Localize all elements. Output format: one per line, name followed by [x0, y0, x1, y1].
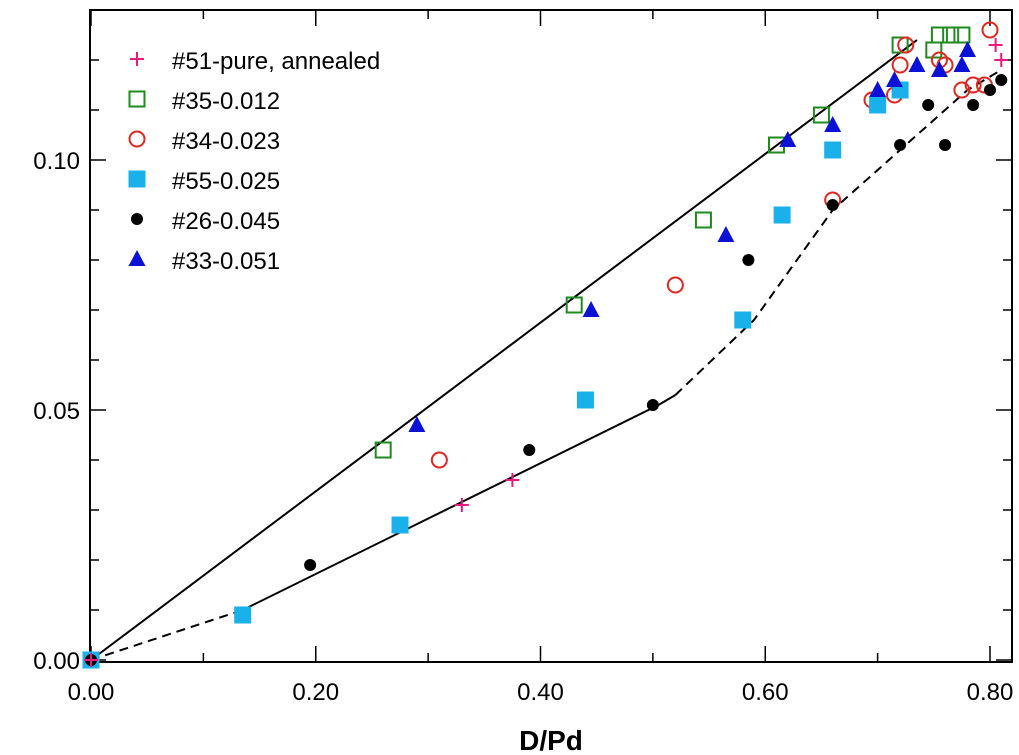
y-tick-label: 0.00	[33, 648, 80, 675]
data-point	[234, 606, 252, 624]
series-4	[82, 81, 909, 669]
reference-line-3	[242, 394, 676, 611]
data-point	[981, 21, 999, 39]
data-point	[717, 226, 735, 242]
data-point	[779, 131, 797, 147]
data-points	[82, 21, 1009, 669]
data-point	[891, 36, 909, 54]
x-tick-label: 0.60	[742, 679, 789, 706]
data-point	[942, 26, 960, 44]
data-point	[408, 416, 426, 432]
legend: #51-pure, annealed #35-0.012 #34-0.023 #55-…	[128, 48, 380, 275]
data-point	[984, 84, 996, 96]
legend-label: #26-0.045	[172, 208, 280, 235]
data-point	[374, 441, 392, 459]
reference-line-1	[90, 39, 918, 661]
data-point	[391, 516, 409, 534]
data-point	[576, 391, 594, 409]
data-point	[430, 451, 448, 469]
plot-frame	[89, 9, 1013, 663]
data-point	[646, 399, 659, 411]
data-point	[994, 53, 1009, 67]
data-point	[694, 211, 712, 229]
data-point	[582, 301, 600, 317]
data-point	[930, 61, 948, 77]
data-point	[824, 116, 842, 132]
x-tick-label: 0.80	[967, 679, 1014, 706]
legend-marker	[128, 130, 146, 148]
data-point	[666, 276, 684, 294]
legend-marker	[128, 250, 146, 266]
reference-line-2	[90, 609, 244, 661]
data-point	[824, 141, 842, 159]
y-tick-label: 0.10	[33, 148, 80, 175]
data-point	[505, 473, 520, 487]
series-1	[84, 38, 1009, 667]
y-tick-label: 0.05	[33, 398, 80, 425]
data-point	[523, 444, 536, 456]
x-tick-label: 0.40	[517, 679, 564, 706]
data-point	[953, 56, 971, 72]
legend-marker	[128, 90, 146, 108]
data-point	[967, 99, 980, 111]
legend-label: #33-0.051	[172, 248, 280, 275]
data-point	[826, 199, 839, 211]
data-point	[953, 26, 971, 44]
data-point	[894, 139, 907, 151]
legend-label: #35-0.012	[172, 88, 280, 115]
data-point	[454, 498, 469, 512]
data-point	[734, 311, 752, 329]
data-point	[953, 81, 971, 99]
data-point	[885, 71, 903, 87]
data-point	[84, 653, 98, 667]
data-point	[988, 38, 1003, 52]
data-point	[995, 74, 1008, 86]
data-point	[304, 559, 317, 571]
legend-label: #55-0.025	[172, 168, 280, 195]
reference-line-4	[674, 69, 1002, 396]
data-point	[959, 41, 977, 57]
data-point	[773, 206, 791, 224]
legend-marker	[128, 170, 146, 188]
data-point	[922, 99, 935, 111]
x-axis-title: D/Pd	[519, 725, 583, 755]
data-point	[869, 81, 887, 97]
data-point	[742, 254, 755, 266]
legend-label: #34-0.023	[172, 128, 280, 155]
tick-labels: 0.00 0.20 0.40 0.60 0.80 0.00 0.05 0.10	[33, 148, 1013, 706]
legend-label: #51-pure, annealed	[172, 48, 380, 75]
data-point	[908, 56, 926, 72]
series-6	[408, 41, 977, 432]
data-point	[891, 56, 909, 74]
data-point	[897, 36, 915, 54]
legend-marker	[131, 213, 143, 225]
data-point	[565, 296, 583, 314]
data-point	[869, 96, 887, 114]
data-point	[939, 139, 952, 151]
series-5	[85, 74, 1008, 666]
legend-marker	[130, 52, 144, 66]
data-point	[930, 26, 948, 44]
x-tick-label: 0.00	[68, 679, 115, 706]
data-point	[964, 76, 982, 94]
series-3	[82, 21, 999, 669]
x-tick-label: 0.20	[292, 679, 339, 706]
data-point	[812, 106, 830, 124]
